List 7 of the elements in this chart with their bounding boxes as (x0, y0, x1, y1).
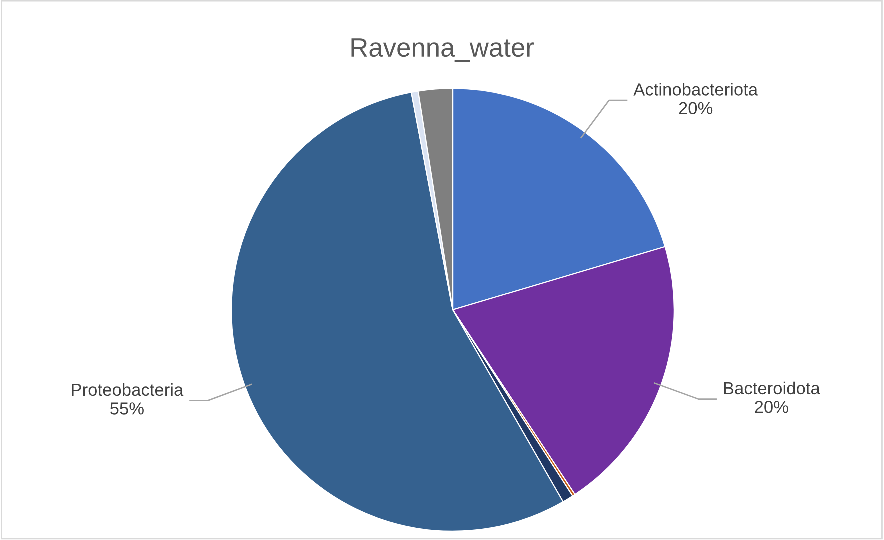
slice-label: Actinobacteriota (634, 83, 758, 96)
data-label: 20% (679, 102, 713, 115)
slice-label: Proteobacteria (72, 383, 184, 396)
data-label: 20% (755, 401, 788, 414)
chart-title: Ravenna_water (352, 38, 534, 62)
slice-label: Bacteroidota (724, 382, 820, 395)
data-label: 55% (110, 402, 144, 415)
